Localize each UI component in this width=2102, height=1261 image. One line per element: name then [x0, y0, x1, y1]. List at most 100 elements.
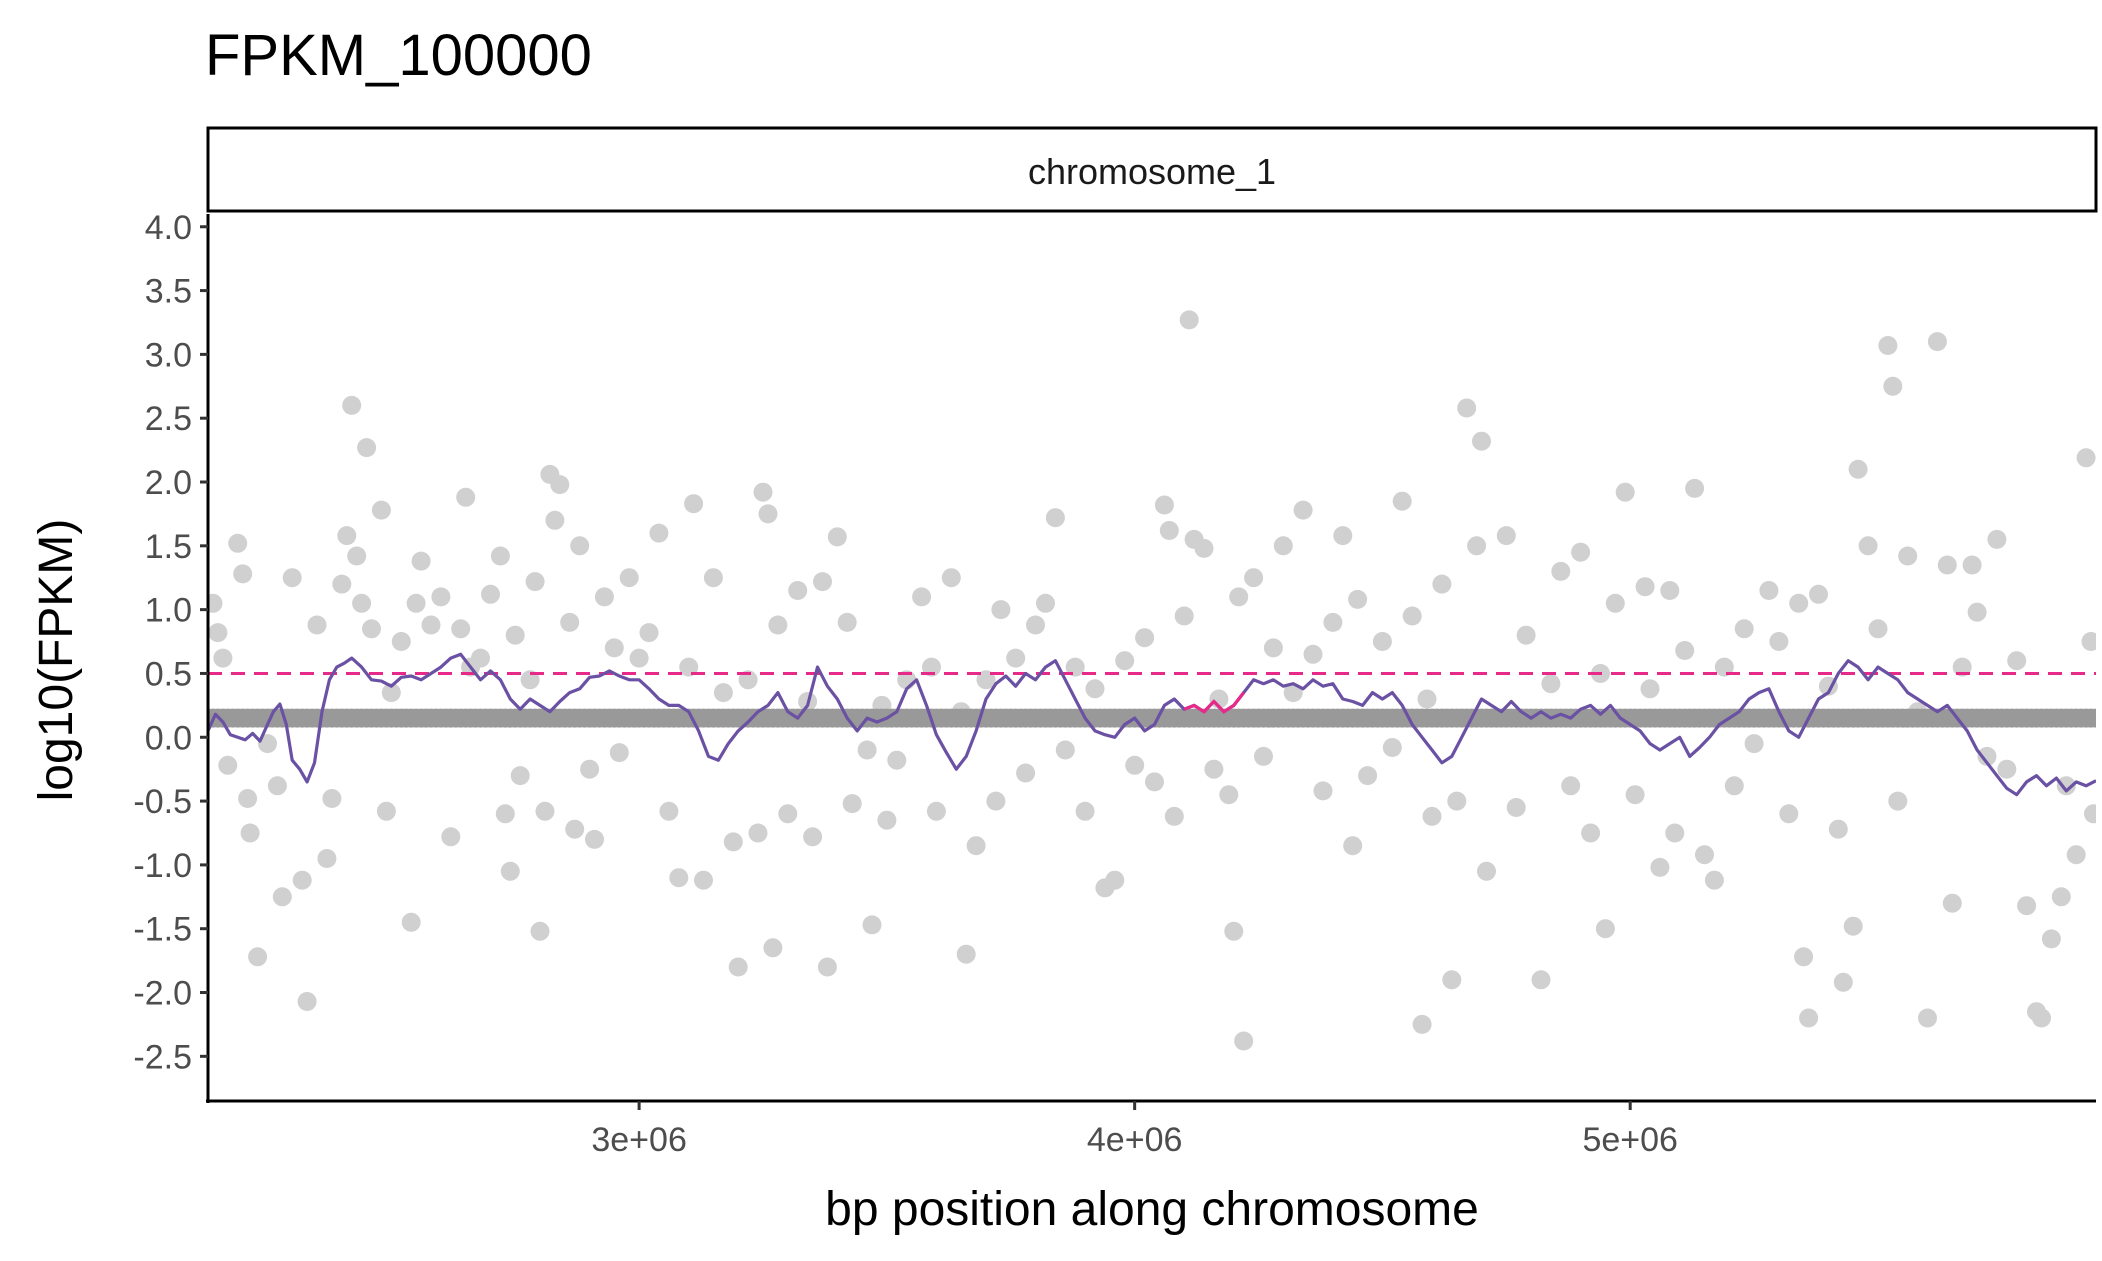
data-point [1432, 574, 1452, 594]
data-point [2051, 887, 2071, 907]
data-point [1858, 536, 1878, 556]
facet-strip [206, 126, 2098, 213]
data-point [2032, 1008, 2051, 1028]
data-point [1412, 1014, 1432, 1034]
data-point [694, 870, 713, 890]
data-point [1744, 734, 1764, 754]
y-tick-label: 0.5 [145, 655, 192, 693]
data-point [1263, 638, 1283, 658]
data-point [679, 657, 699, 677]
data-point [1506, 798, 1526, 817]
data-point [1605, 593, 1625, 613]
data-point [1135, 628, 1155, 648]
data-point [1382, 738, 1402, 757]
y-tick-label: 2.5 [145, 400, 192, 438]
x-tick-label: 3e+06 [591, 1121, 687, 1159]
data-point [1695, 845, 1714, 865]
data-point [1848, 459, 1868, 479]
data-point [357, 438, 377, 458]
data-point [267, 776, 287, 796]
data-point [1581, 823, 1601, 843]
data-point [520, 670, 540, 690]
data-point [1541, 674, 1561, 694]
highlight-segment [1183, 691, 1245, 714]
data-point [1026, 615, 1045, 635]
data-point [1402, 606, 1422, 626]
data-point [1675, 641, 1695, 660]
data-point [1477, 861, 1496, 881]
data-point [297, 992, 317, 1011]
data-point [451, 619, 471, 639]
data-point [966, 836, 986, 856]
data-point [639, 623, 659, 643]
y-tick-label: 0.0 [145, 719, 192, 757]
data-point [1561, 776, 1581, 796]
data-point [1219, 785, 1239, 805]
data-point [619, 568, 639, 588]
data-point [862, 915, 882, 935]
data-point [1145, 772, 1164, 792]
data-point [1467, 536, 1487, 556]
data-point [778, 804, 798, 824]
data-point [218, 755, 238, 775]
data-point [362, 619, 381, 639]
data-point [926, 801, 946, 821]
data-point [1809, 584, 1828, 604]
data-point [2041, 929, 2061, 949]
data-point [342, 395, 362, 415]
data-point [738, 670, 758, 690]
data-point [337, 526, 357, 546]
data-point [837, 612, 857, 632]
data-point [1358, 766, 1378, 786]
x-axis-label: bp position along chromosome [825, 1183, 1479, 1236]
x-tick-label: 5e+06 [1582, 1121, 1678, 1159]
data-point [1635, 577, 1655, 597]
data-point [1828, 819, 1848, 839]
data-point [857, 740, 877, 760]
data-point [495, 804, 515, 824]
data-point [1595, 919, 1615, 939]
data-point [842, 794, 862, 814]
data-point [352, 593, 372, 613]
baseline-point [2086, 708, 2096, 728]
data-point [1229, 587, 1249, 607]
data-point [233, 564, 253, 584]
data-point [912, 587, 932, 607]
data-point [713, 683, 733, 703]
y-tick-label: -1.5 [133, 911, 192, 949]
data-point [530, 921, 550, 941]
data-point [228, 533, 248, 553]
data-point [1531, 970, 1551, 990]
data-point [1006, 648, 1026, 668]
y-tick-label: 3.0 [145, 336, 192, 374]
data-point [560, 612, 580, 632]
data-point [431, 587, 451, 607]
data-point [1937, 555, 1957, 575]
data-point [471, 648, 490, 668]
data-point [748, 823, 768, 843]
data-point [753, 482, 773, 502]
data-point [684, 494, 704, 514]
data-point [1927, 332, 1947, 352]
data-point [1794, 947, 1814, 967]
data-point [1704, 870, 1724, 890]
y-tick-label: -1.0 [133, 847, 192, 885]
smooth-line [208, 652, 2096, 797]
data-point [728, 957, 748, 977]
data-point [1045, 508, 1065, 528]
data-point [2066, 845, 2086, 865]
data-point [1918, 1008, 1937, 1028]
data-point [1164, 806, 1184, 826]
data-point [1422, 806, 1442, 826]
data-point [585, 829, 604, 849]
data-point [1977, 746, 1997, 766]
data-point [208, 593, 223, 613]
data-point [991, 600, 1011, 620]
data-point [1714, 657, 1734, 677]
data-point [565, 819, 585, 839]
data-point [1551, 561, 1571, 581]
data-point [240, 823, 260, 843]
data-point [238, 789, 258, 808]
data-point [1962, 555, 1982, 575]
data-point [1472, 431, 1491, 451]
